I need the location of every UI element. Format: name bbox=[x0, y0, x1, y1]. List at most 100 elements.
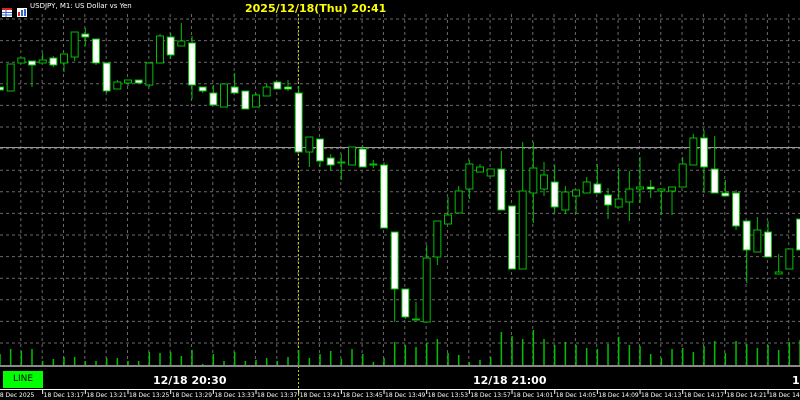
bull-candle bbox=[529, 167, 538, 194]
bull-candle bbox=[113, 81, 122, 90]
bear-candle bbox=[508, 205, 517, 270]
time-axis-label: 18 Dec 13:53 bbox=[427, 392, 469, 399]
bull-candle bbox=[614, 198, 623, 208]
time-axis-label: 18 Dec 14:13 bbox=[641, 392, 682, 399]
time-axis-label: 18 Dec 13:41 bbox=[299, 392, 341, 399]
bull-candle bbox=[518, 190, 527, 270]
bull-candle bbox=[582, 181, 591, 194]
bull-candle bbox=[657, 188, 666, 192]
time-axis-label: 18 Dec 13:17 bbox=[43, 392, 85, 399]
bull-candle bbox=[572, 189, 581, 197]
bull-candle bbox=[6, 63, 15, 92]
bear-candle bbox=[273, 81, 282, 90]
bear-candle bbox=[28, 60, 37, 66]
bull-candle bbox=[678, 163, 687, 188]
bear-candle bbox=[0, 86, 4, 91]
bull-candle bbox=[476, 166, 485, 173]
bull-candle bbox=[636, 186, 645, 190]
datetime-title: 2025/12/18(Thu) 20:41 bbox=[245, 2, 387, 15]
bull-candle bbox=[561, 191, 570, 211]
bear-candle bbox=[742, 220, 751, 251]
bear-candle bbox=[358, 148, 367, 168]
bull-candle bbox=[156, 35, 165, 64]
bull-candle bbox=[422, 257, 431, 323]
bear-candle bbox=[700, 137, 709, 168]
bull-candle bbox=[70, 31, 79, 58]
time-axis-label: 18 Dec 13:21 bbox=[86, 392, 127, 399]
bear-candle bbox=[102, 62, 111, 92]
time-axis-label: 18 Dec 14:05 bbox=[555, 392, 597, 399]
symbol-info: USDJPY, M1: US Dollar vs Yen bbox=[30, 2, 132, 10]
bull-candle bbox=[337, 161, 346, 164]
time-axis-label: 18 Dec 14:2 bbox=[769, 392, 800, 399]
bull-candle bbox=[17, 57, 26, 64]
bear-candle bbox=[401, 288, 410, 318]
bear-candle bbox=[497, 168, 506, 211]
bull-candle bbox=[433, 220, 442, 258]
bull-candle bbox=[252, 94, 261, 108]
bull-candle bbox=[60, 53, 69, 64]
bull-candle bbox=[785, 248, 794, 270]
bear-candle bbox=[92, 38, 101, 64]
bear-candle bbox=[380, 164, 389, 229]
time-axis-label: 18 Dec 14:21 bbox=[726, 392, 767, 399]
bull-candle bbox=[177, 40, 186, 47]
bear-candle bbox=[604, 194, 613, 206]
bull-candle bbox=[124, 79, 133, 84]
time-axis-label: 18 Dec 13:49 bbox=[385, 392, 426, 399]
bear-candle bbox=[710, 168, 719, 194]
bull-candle bbox=[38, 59, 47, 64]
time-marker-2100: 12/18 21:00 bbox=[473, 374, 547, 387]
bear-candle bbox=[284, 86, 293, 90]
time-axis-label: 18 Dec 13:57 bbox=[470, 392, 511, 399]
bear-candle bbox=[390, 231, 399, 290]
bear-candle bbox=[764, 231, 773, 258]
line-button[interactable]: LINE bbox=[3, 371, 43, 388]
bear-candle bbox=[49, 57, 58, 66]
bear-candle bbox=[294, 92, 303, 153]
bull-candle bbox=[145, 62, 154, 86]
bear-candle bbox=[646, 186, 655, 190]
bear-candle bbox=[732, 192, 741, 227]
grid-table-icon[interactable] bbox=[2, 2, 12, 17]
bull-candle bbox=[465, 163, 474, 190]
bull-candle bbox=[305, 136, 314, 153]
time-marker-2030: 12/18 20:30 bbox=[153, 374, 227, 387]
bull-candle bbox=[774, 271, 783, 275]
time-axis-label: 18 Dec 14:09 bbox=[598, 392, 639, 399]
bear-candle bbox=[721, 192, 730, 197]
time-axis-label: 18 Dec 14:17 bbox=[683, 392, 725, 399]
bear-candle bbox=[796, 218, 800, 251]
bull-candle bbox=[625, 188, 634, 203]
bull-candle bbox=[220, 83, 229, 108]
bear-candle bbox=[316, 138, 325, 162]
chart-window-icon[interactable] bbox=[17, 2, 27, 17]
time-axis-label: 18 Dec 2025 bbox=[0, 392, 35, 399]
time-axis-label: 18 Dec 14:01 bbox=[513, 392, 554, 399]
bull-candle bbox=[689, 137, 698, 166]
bull-candle bbox=[540, 174, 549, 190]
time-axis-label: 18 Dec 13:37 bbox=[257, 392, 298, 399]
bull-candle bbox=[454, 190, 463, 214]
bear-candle bbox=[81, 33, 90, 38]
time-marker-next: 1 bbox=[792, 374, 800, 387]
time-axis-label: 18 Dec 13:33 bbox=[214, 392, 255, 399]
bear-candle bbox=[166, 36, 175, 56]
bull-candle bbox=[753, 229, 762, 253]
bull-candle bbox=[486, 168, 495, 177]
time-axis-label: 18 Dec 13:25 bbox=[129, 392, 170, 399]
bull-candle bbox=[668, 186, 677, 192]
bear-candle bbox=[230, 86, 239, 94]
bear-candle bbox=[209, 92, 218, 106]
bull-candle bbox=[444, 214, 453, 225]
bull-candle bbox=[412, 318, 421, 321]
bear-candle bbox=[326, 157, 335, 166]
bear-candle bbox=[593, 183, 602, 194]
pane-separator bbox=[0, 365, 800, 367]
bear-candle bbox=[188, 42, 197, 86]
bear-candle bbox=[550, 181, 559, 208]
bear-candle bbox=[198, 86, 207, 92]
time-axis-label: 18 Dec 13:45 bbox=[342, 392, 383, 399]
time-axis-label: 18 Dec 13:29 bbox=[171, 392, 213, 399]
